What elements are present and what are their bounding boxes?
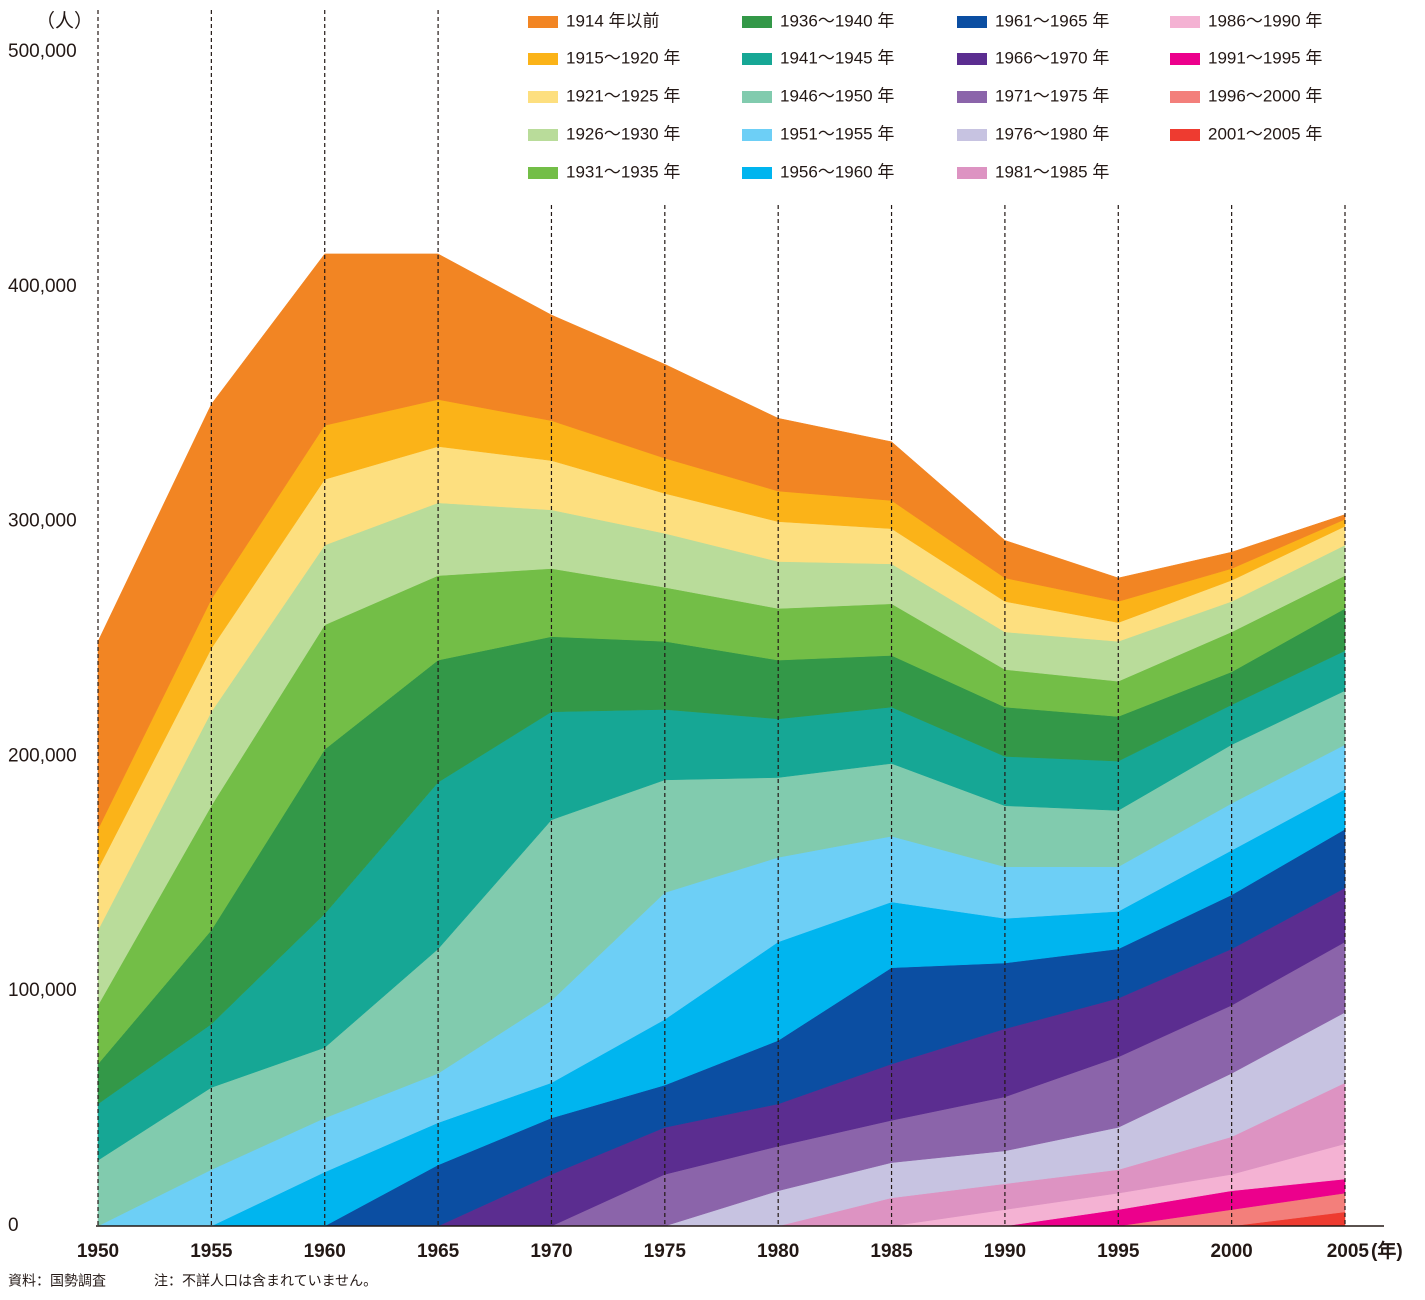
y-tick-label: 0 <box>8 1215 19 1236</box>
y-unit: （人） <box>36 10 93 32</box>
y-tick-label: 200,000 <box>8 745 77 766</box>
x-tick-label: 2000 <box>1210 1241 1252 1262</box>
legend-swatch <box>957 16 987 28</box>
legend-swatch <box>742 53 772 65</box>
legend-label: 1961〜1965 年 <box>995 11 1109 30</box>
legend-swatch <box>528 167 558 179</box>
x-tick-label: 1970 <box>530 1241 572 1262</box>
legend-label: 1941〜1945 年 <box>780 48 894 67</box>
legend-swatch <box>957 91 987 103</box>
legend-label: 1936〜1940 年 <box>780 11 894 30</box>
legend-label: 1991〜1995 年 <box>1208 48 1322 67</box>
x-unit: (年) <box>1371 1239 1403 1262</box>
legend-swatch <box>742 91 772 103</box>
legend-label: 1996〜2000 年 <box>1208 86 1322 105</box>
guides <box>97 10 1346 1226</box>
legend-swatch <box>528 16 558 28</box>
legend-label: 1914 年以前 <box>566 11 660 30</box>
x-tick-label: 1950 <box>77 1241 119 1262</box>
legend-swatch <box>957 53 987 65</box>
legend: 1914 年以前 1915〜1920 年 1921〜1925 年 1926〜1930 … <box>528 11 1322 181</box>
legend-swatch <box>1170 91 1200 103</box>
legend-label: 1931〜1935 年 <box>566 162 680 181</box>
y-tick-label: 300,000 <box>8 511 77 532</box>
legend-label: 1971〜1975 年 <box>995 86 1109 105</box>
x-tick-label: 2005 <box>1327 1241 1370 1262</box>
legend-swatch <box>1170 53 1200 65</box>
areas <box>97 253 1346 1227</box>
legend-label: 1956〜1960 年 <box>780 162 894 181</box>
legend-label: 1926〜1930 年 <box>566 124 680 143</box>
legend-label: 1966〜1970 年 <box>995 48 1109 67</box>
legend-swatch <box>1170 16 1200 28</box>
y-tick-label: 100,000 <box>8 980 77 1001</box>
legend-label: 1921〜1925 年 <box>566 86 680 105</box>
legend-label: 1946〜1950 年 <box>780 86 894 105</box>
legend-label: 1976〜1980 年 <box>995 124 1109 143</box>
x-tick-label: 1975 <box>644 1241 687 1262</box>
note: 注：不詳人口は含まれていません。 <box>154 1273 377 1289</box>
legend-swatch <box>957 167 987 179</box>
legend-swatch <box>528 91 558 103</box>
legend-label: 1915〜1920 年 <box>566 48 680 67</box>
x-tick-label: 1980 <box>757 1241 799 1262</box>
legend-swatch <box>528 53 558 65</box>
legend-swatch <box>1170 129 1200 141</box>
legend-swatch <box>742 167 772 179</box>
legend-swatch <box>742 16 772 28</box>
x-tick-label: 1955 <box>190 1241 233 1262</box>
legend-label: 2001〜2005 年 <box>1208 124 1322 143</box>
area <box>97 253 1346 830</box>
y-tick-label: 500,000 <box>8 41 77 62</box>
legend-label: 1981〜1985 年 <box>995 162 1109 181</box>
x-tick-label: 1990 <box>984 1241 1026 1262</box>
legend-label: 1951〜1955 年 <box>780 124 894 143</box>
y-tick-label: 400,000 <box>8 276 77 297</box>
source: 資料：国勢調査 <box>8 1273 106 1289</box>
legend-swatch <box>957 129 987 141</box>
x-tick-label: 1965 <box>417 1241 460 1262</box>
x-tick-label: 1995 <box>1097 1241 1140 1262</box>
legend-swatch <box>742 129 772 141</box>
legend-label: 1986〜1990 年 <box>1208 11 1322 30</box>
x-tick-label: 1985 <box>870 1241 913 1262</box>
legend-swatch <box>528 129 558 141</box>
x-tick-label: 1960 <box>304 1241 346 1262</box>
